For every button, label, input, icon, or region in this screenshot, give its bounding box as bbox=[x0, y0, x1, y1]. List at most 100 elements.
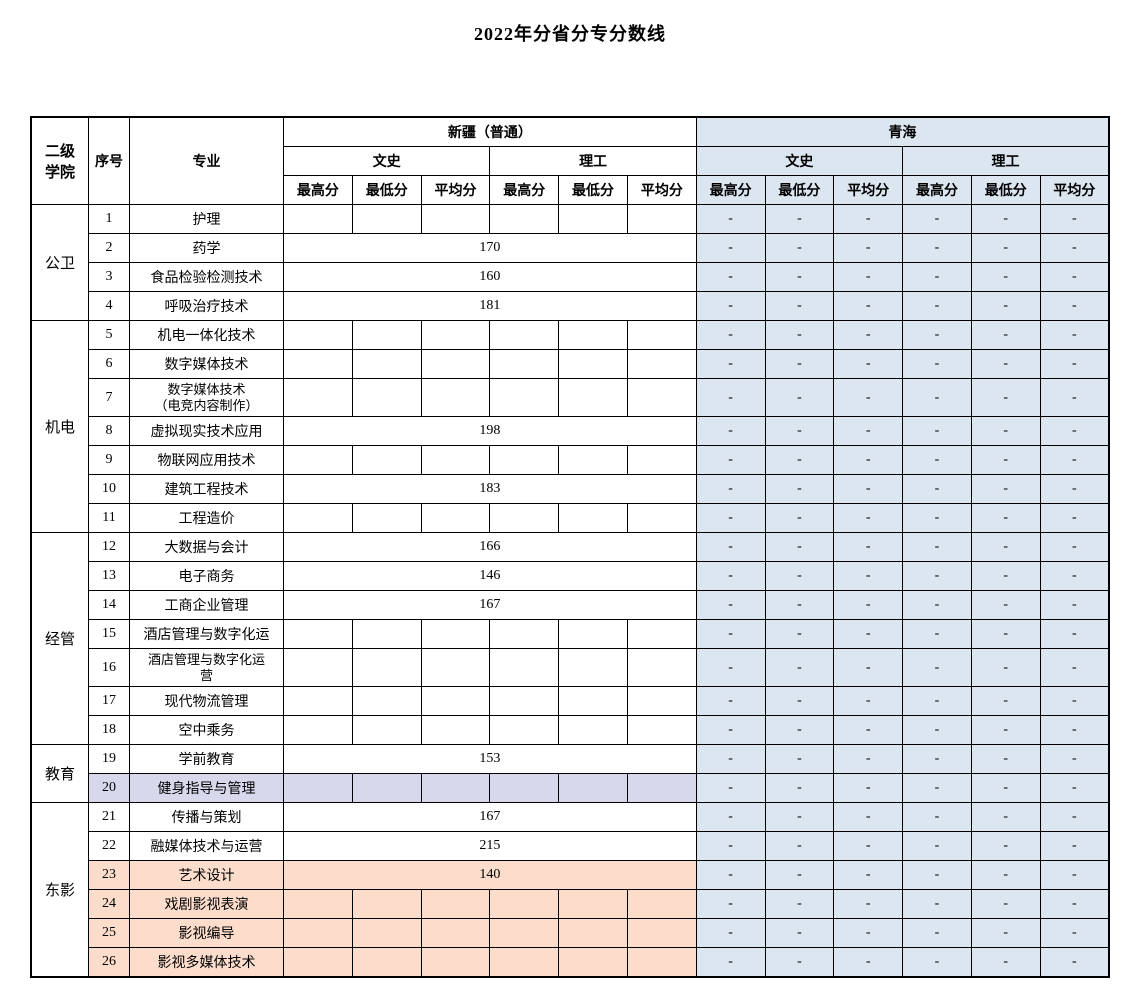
seq-cell: 8 bbox=[88, 417, 129, 446]
table-row: 8虚拟现实技术应用198------ bbox=[31, 417, 1109, 446]
xinjiang-empty bbox=[559, 620, 628, 649]
major-cell: 电子商务 bbox=[130, 562, 284, 591]
xinjiang-value: 198 bbox=[284, 417, 697, 446]
seq-cell: 13 bbox=[88, 562, 129, 591]
qinghai-dash: - bbox=[971, 533, 1040, 562]
qinghai-dash: - bbox=[971, 350, 1040, 379]
qinghai-dash: - bbox=[1040, 504, 1109, 533]
qinghai-dash: - bbox=[971, 803, 1040, 832]
qinghai-dash: - bbox=[834, 504, 903, 533]
xinjiang-empty bbox=[490, 446, 559, 475]
qinghai-dash: - bbox=[765, 687, 834, 716]
qinghai-dash: - bbox=[834, 321, 903, 350]
table-row: 东影21传播与策划167------ bbox=[31, 803, 1109, 832]
xinjiang-empty bbox=[421, 919, 490, 948]
table-row: 经管12大数据与会计166------ bbox=[31, 533, 1109, 562]
xinjiang-empty bbox=[352, 919, 421, 948]
xinjiang-empty bbox=[421, 774, 490, 803]
hdr-min: 最低分 bbox=[971, 176, 1040, 205]
hdr-min: 最低分 bbox=[352, 176, 421, 205]
qinghai-dash: - bbox=[1040, 475, 1109, 504]
table-row: 20健身指导与管理------ bbox=[31, 774, 1109, 803]
hdr-min: 最低分 bbox=[765, 176, 834, 205]
xinjiang-value: 167 bbox=[284, 803, 697, 832]
xinjiang-empty bbox=[627, 948, 696, 978]
seq-cell: 24 bbox=[88, 890, 129, 919]
table-row: 公卫1护理------ bbox=[31, 205, 1109, 234]
qinghai-dash: - bbox=[765, 292, 834, 321]
qinghai-dash: - bbox=[765, 716, 834, 745]
xinjiang-empty bbox=[559, 919, 628, 948]
table-row: 23艺术设计140------ bbox=[31, 861, 1109, 890]
xinjiang-empty bbox=[627, 620, 696, 649]
qinghai-dash: - bbox=[834, 716, 903, 745]
qinghai-dash: - bbox=[903, 504, 972, 533]
qinghai-dash: - bbox=[834, 417, 903, 446]
qinghai-dash: - bbox=[834, 263, 903, 292]
qinghai-dash: - bbox=[834, 948, 903, 978]
qinghai-dash: - bbox=[696, 350, 765, 379]
xinjiang-empty bbox=[284, 649, 353, 687]
xinjiang-empty bbox=[559, 350, 628, 379]
seq-cell: 10 bbox=[88, 475, 129, 504]
table-row: 10建筑工程技术183------ bbox=[31, 475, 1109, 504]
seq-cell: 20 bbox=[88, 774, 129, 803]
hdr-avg: 平均分 bbox=[834, 176, 903, 205]
major-cell: 空中乘务 bbox=[130, 716, 284, 745]
table-row: 教育19学前教育153------ bbox=[31, 745, 1109, 774]
xinjiang-value: 181 bbox=[284, 292, 697, 321]
qinghai-dash: - bbox=[765, 475, 834, 504]
xinjiang-empty bbox=[559, 446, 628, 475]
qinghai-dash: - bbox=[696, 475, 765, 504]
qinghai-dash: - bbox=[765, 649, 834, 687]
qinghai-dash: - bbox=[765, 948, 834, 978]
qinghai-dash: - bbox=[971, 832, 1040, 861]
qinghai-dash: - bbox=[903, 321, 972, 350]
qinghai-dash: - bbox=[765, 745, 834, 774]
qinghai-dash: - bbox=[765, 263, 834, 292]
xinjiang-empty bbox=[352, 687, 421, 716]
qinghai-dash: - bbox=[903, 446, 972, 475]
hdr-max: 最高分 bbox=[490, 176, 559, 205]
hdr-major: 专业 bbox=[130, 117, 284, 205]
major-cell: 艺术设计 bbox=[130, 861, 284, 890]
qinghai-dash: - bbox=[765, 533, 834, 562]
hdr-avg: 平均分 bbox=[627, 176, 696, 205]
college-cell: 机电 bbox=[31, 321, 88, 533]
qinghai-dash: - bbox=[696, 234, 765, 263]
xinjiang-empty bbox=[627, 350, 696, 379]
xinjiang-empty bbox=[559, 649, 628, 687]
major-cell: 工商企业管理 bbox=[130, 591, 284, 620]
major-cell: 呼吸治疗技术 bbox=[130, 292, 284, 321]
qinghai-dash: - bbox=[971, 890, 1040, 919]
qinghai-dash: - bbox=[903, 533, 972, 562]
qinghai-dash: - bbox=[696, 591, 765, 620]
qinghai-dash: - bbox=[971, 263, 1040, 292]
qinghai-dash: - bbox=[971, 446, 1040, 475]
qinghai-dash: - bbox=[765, 446, 834, 475]
major-cell: 传播与策划 bbox=[130, 803, 284, 832]
qinghai-dash: - bbox=[696, 446, 765, 475]
xinjiang-empty bbox=[421, 446, 490, 475]
qinghai-dash: - bbox=[971, 687, 1040, 716]
qinghai-dash: - bbox=[971, 234, 1040, 263]
xinjiang-empty bbox=[627, 649, 696, 687]
qinghai-dash: - bbox=[765, 861, 834, 890]
seq-cell: 18 bbox=[88, 716, 129, 745]
xinjiang-empty bbox=[627, 716, 696, 745]
xinjiang-empty bbox=[421, 890, 490, 919]
qinghai-dash: - bbox=[834, 562, 903, 591]
qinghai-dash: - bbox=[903, 649, 972, 687]
seq-cell: 9 bbox=[88, 446, 129, 475]
major-cell: 学前教育 bbox=[130, 745, 284, 774]
xinjiang-empty bbox=[559, 321, 628, 350]
xinjiang-empty bbox=[490, 504, 559, 533]
hdr-xin-li: 理工 bbox=[490, 147, 696, 176]
qinghai-dash: - bbox=[971, 292, 1040, 321]
qinghai-dash: - bbox=[903, 379, 972, 417]
qinghai-dash: - bbox=[765, 832, 834, 861]
hdr-min: 最低分 bbox=[559, 176, 628, 205]
seq-cell: 16 bbox=[88, 649, 129, 687]
xinjiang-empty bbox=[284, 716, 353, 745]
qinghai-dash: - bbox=[765, 591, 834, 620]
